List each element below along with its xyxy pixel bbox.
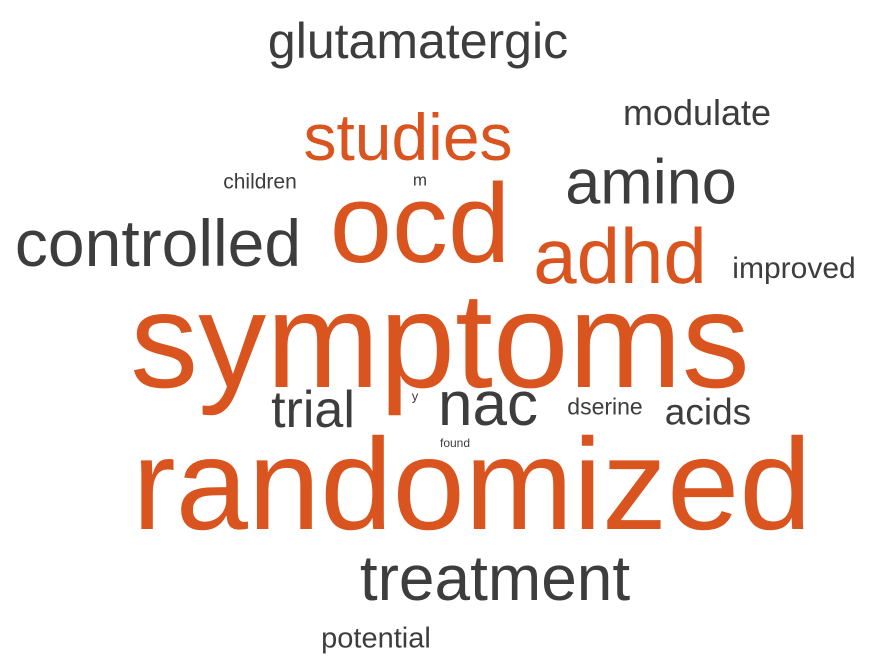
word-adhd: adhd — [533, 212, 707, 300]
word-modulate: modulate — [622, 92, 772, 133]
word-improved: potential — [321, 622, 431, 655]
word-found: found — [439, 436, 471, 450]
word-acids: acids — [664, 391, 752, 433]
word-symptoms: symptoms — [130, 264, 750, 416]
word-m: m — [412, 170, 428, 190]
word-potential: improved — [732, 252, 856, 285]
word-controlled: controlled — [14, 206, 302, 280]
word-ocd: ocd — [329, 161, 511, 286]
word-y: y — [411, 388, 419, 404]
word-nac: nac — [438, 370, 538, 439]
word-randomized: randomized — [132, 411, 812, 557]
word-children: children — [223, 170, 297, 194]
word-trial: trial — [271, 381, 355, 439]
word-studies: studies — [303, 100, 513, 174]
word-treatment: treatment — [359, 542, 631, 614]
word-dserine: dserine — [567, 393, 643, 420]
word-amino: amino — [565, 147, 737, 218]
word-glutamatergic: glutamatergic — [267, 13, 569, 69]
